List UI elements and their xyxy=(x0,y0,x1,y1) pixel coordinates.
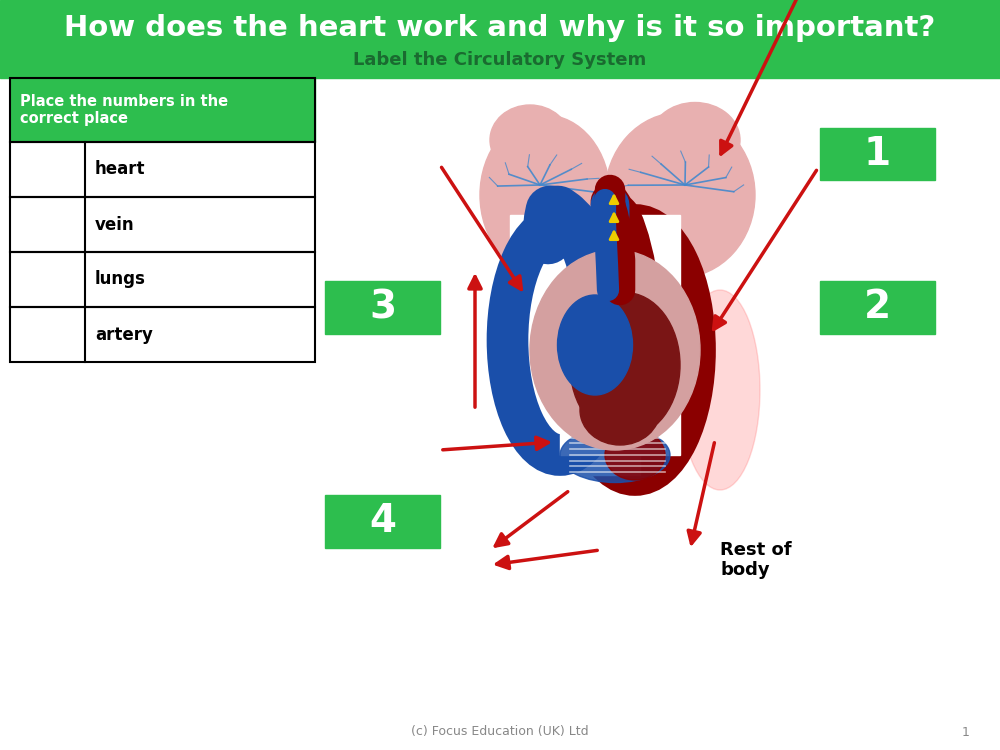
Text: artery: artery xyxy=(95,326,153,344)
Bar xyxy=(10,307,315,362)
Ellipse shape xyxy=(580,375,660,445)
Text: lungs: lungs xyxy=(95,271,146,289)
Text: heart: heart xyxy=(95,160,146,178)
Bar xyxy=(510,215,640,475)
Text: 4: 4 xyxy=(369,503,396,540)
Bar xyxy=(0,0,1000,78)
Bar xyxy=(10,78,315,142)
Bar xyxy=(10,78,315,142)
Text: 1: 1 xyxy=(864,135,891,172)
Ellipse shape xyxy=(605,112,755,278)
Bar xyxy=(10,307,315,362)
Text: 3: 3 xyxy=(369,289,396,326)
Text: Place the numbers in the
correct place: Place the numbers in the correct place xyxy=(20,94,228,126)
Bar xyxy=(325,495,440,548)
Bar xyxy=(10,252,315,307)
Text: How does the heart work and why is it so important?: How does the heart work and why is it so… xyxy=(64,14,936,42)
Ellipse shape xyxy=(605,430,665,480)
Bar xyxy=(10,197,315,252)
Bar xyxy=(820,281,935,334)
Ellipse shape xyxy=(530,250,700,450)
Bar xyxy=(10,142,315,197)
Bar xyxy=(325,281,440,334)
Text: Rest of
body: Rest of body xyxy=(720,541,792,580)
Ellipse shape xyxy=(558,295,633,395)
Text: 2: 2 xyxy=(864,289,891,326)
Ellipse shape xyxy=(570,292,680,437)
Ellipse shape xyxy=(490,105,570,175)
Text: 1: 1 xyxy=(962,725,970,739)
Bar xyxy=(10,197,315,252)
Text: Label the Circulatory System: Label the Circulatory System xyxy=(353,51,647,69)
Ellipse shape xyxy=(560,427,670,482)
Bar xyxy=(10,142,315,197)
Ellipse shape xyxy=(680,290,760,490)
Bar xyxy=(560,215,680,455)
Bar xyxy=(10,252,315,307)
Text: (c) Focus Education (UK) Ltd: (c) Focus Education (UK) Ltd xyxy=(411,725,589,739)
Bar xyxy=(820,128,935,180)
Ellipse shape xyxy=(650,103,740,178)
Text: vein: vein xyxy=(95,215,135,233)
Ellipse shape xyxy=(480,115,610,275)
